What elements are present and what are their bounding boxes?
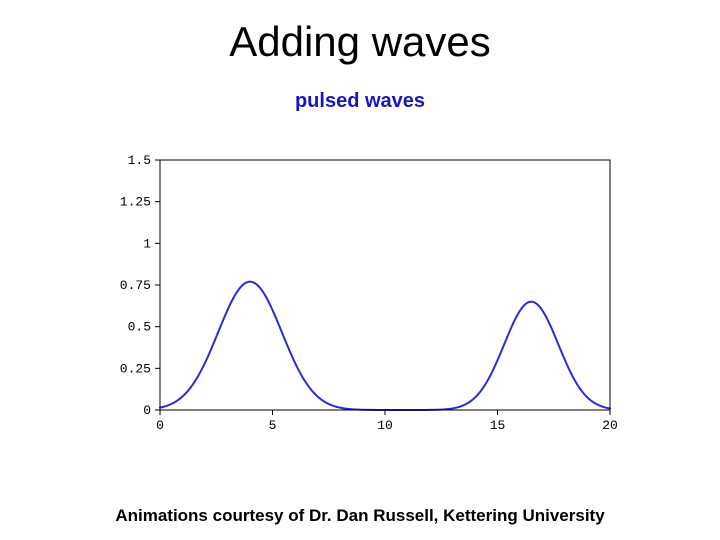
- wave-chart: 0 0.25 0.5 0.75 1 1.25 1.5 0 5 10 15 20: [90, 150, 630, 450]
- ytick-label: 0.5: [128, 320, 151, 335]
- ytick-label: 1.5: [128, 153, 151, 168]
- chart-svg: 0 0.25 0.5 0.75 1 1.25 1.5 0 5 10 15 20: [90, 150, 630, 450]
- ytick-label: 0.25: [120, 361, 151, 376]
- xtick-label: 15: [490, 418, 506, 433]
- ytick-label: 0.75: [120, 278, 151, 293]
- ytick-label: 1.25: [120, 195, 151, 210]
- ytick-label: 0: [143, 403, 151, 418]
- xtick-label: 5: [269, 418, 277, 433]
- plot-frame: [160, 160, 610, 410]
- subtitle: pulsed waves: [0, 90, 720, 113]
- ytick-label: 1: [143, 236, 151, 251]
- xtick-label: 10: [377, 418, 393, 433]
- xtick-label: 0: [156, 418, 164, 433]
- credit-line: Animations courtesy of Dr. Dan Russell, …: [0, 506, 720, 526]
- slide: Adding waves pulsed waves 0 0.25 0.5 0.75 1 1…: [0, 0, 720, 540]
- page-title: Adding waves: [0, 18, 720, 66]
- xtick-label: 20: [602, 418, 618, 433]
